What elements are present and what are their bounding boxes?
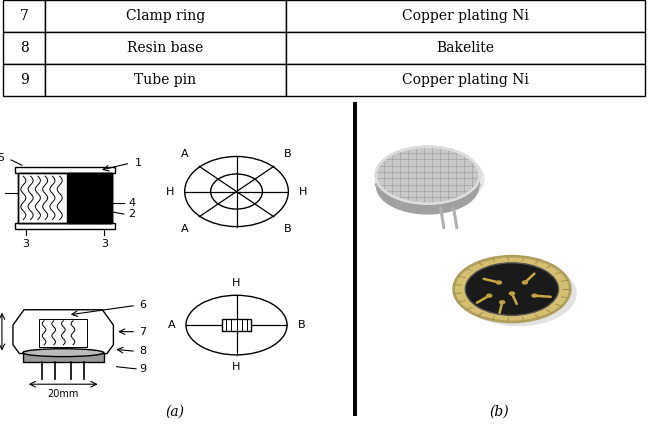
Bar [67, 173, 112, 223]
Text: 4: 4 [128, 198, 135, 208]
Bar [3, 64, 45, 96]
Text: 9: 9 [19, 73, 29, 87]
Circle shape [499, 300, 505, 304]
Bar [15, 166, 115, 173]
Polygon shape [376, 175, 480, 215]
Circle shape [509, 291, 515, 296]
Bar [67, 173, 112, 223]
Text: 3: 3 [101, 239, 108, 249]
Ellipse shape [454, 256, 570, 322]
Text: A: A [181, 224, 189, 234]
Text: Clamp ring: Clamp ring [126, 9, 205, 23]
Bar [18, 173, 112, 223]
Bar [3, 32, 45, 64]
Bar [18, 173, 112, 223]
Text: H: H [233, 278, 240, 288]
Text: 20mm: 20mm [47, 389, 79, 399]
Text: 7: 7 [19, 9, 29, 23]
Bar [45, 32, 286, 64]
Text: A: A [168, 320, 176, 330]
Text: H: H [166, 187, 174, 197]
Text: 6: 6 [139, 300, 146, 311]
Text: H: H [299, 187, 307, 197]
Text: (a): (a) [165, 404, 185, 418]
Ellipse shape [381, 150, 485, 207]
Bar [3, 0, 45, 32]
Text: 3: 3 [23, 239, 29, 249]
Text: Bakelite: Bakelite [436, 41, 494, 55]
Text: 5: 5 [0, 153, 4, 163]
Text: H: H [233, 362, 240, 372]
Bar [23, 353, 104, 362]
Ellipse shape [376, 147, 480, 204]
Text: B: B [284, 224, 292, 234]
Circle shape [496, 280, 502, 285]
Bar [39, 318, 87, 347]
Text: A: A [181, 149, 189, 159]
Text: 2: 2 [128, 209, 135, 219]
Polygon shape [13, 310, 113, 353]
Text: 9: 9 [139, 364, 146, 374]
Circle shape [486, 293, 492, 298]
Text: 7: 7 [139, 327, 146, 337]
Ellipse shape [376, 178, 480, 192]
Circle shape [522, 280, 528, 285]
Bar [222, 319, 251, 331]
Ellipse shape [23, 349, 104, 357]
Text: 8: 8 [19, 41, 29, 55]
Bar [45, 0, 286, 32]
Text: 8: 8 [139, 346, 146, 357]
Text: Resin base: Resin base [127, 41, 203, 55]
Text: B: B [284, 149, 292, 159]
Circle shape [531, 293, 538, 298]
Circle shape [211, 174, 262, 209]
Ellipse shape [460, 261, 577, 326]
Text: (b): (b) [489, 404, 509, 418]
Text: Copper plating Ni: Copper plating Ni [402, 9, 529, 23]
Bar [286, 0, 645, 32]
Bar [286, 32, 645, 64]
Text: B: B [297, 320, 305, 330]
Bar [15, 223, 115, 229]
Text: Copper plating Ni: Copper plating Ni [402, 73, 529, 87]
Text: 1: 1 [135, 158, 142, 168]
Ellipse shape [465, 263, 559, 315]
Ellipse shape [186, 295, 287, 355]
Circle shape [185, 156, 288, 226]
Bar [286, 64, 645, 96]
Text: Tube pin: Tube pin [134, 73, 196, 87]
Bar [45, 64, 286, 96]
